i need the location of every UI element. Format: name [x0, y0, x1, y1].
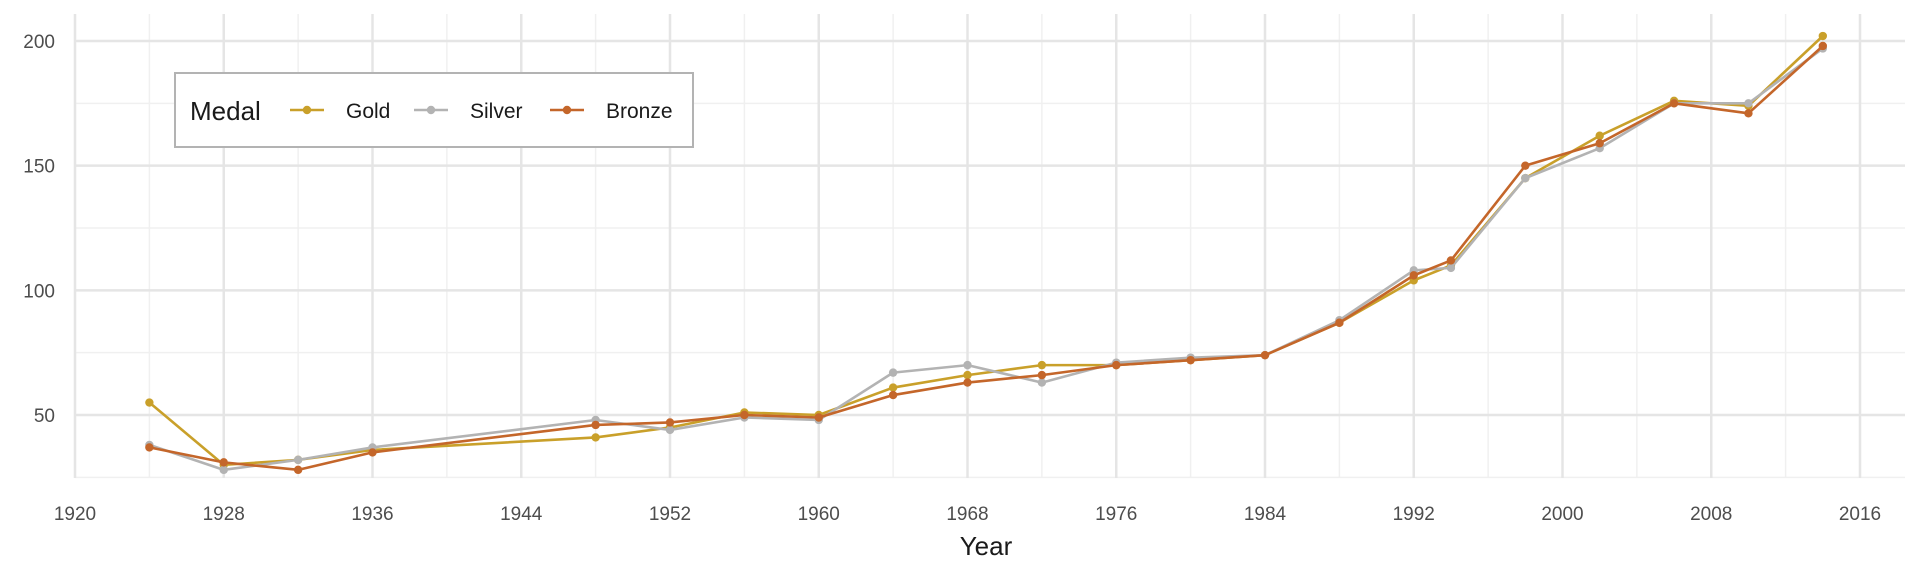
data-point-gold — [963, 370, 972, 380]
data-point-silver — [665, 425, 675, 435]
data-point-silver — [1037, 378, 1047, 387]
axis-layer: 1920 1928 1936 1944 1952 1960 1968 1976 1984 1992… — [23, 32, 1881, 525]
x-tick-label: 1976 — [1095, 504, 1137, 525]
y-tick-label: 150 — [23, 157, 55, 178]
series-bronze — [145, 41, 1828, 475]
data-point-silver — [1521, 173, 1530, 183]
data-point-silver — [888, 368, 898, 377]
data-point-bronze — [219, 458, 228, 467]
data-point-gold — [1595, 131, 1604, 140]
data-point-bronze — [1818, 41, 1828, 51]
data-point-bronze — [814, 413, 823, 422]
data-point-bronze — [1446, 256, 1456, 265]
legend-item-silver: Silver — [414, 100, 523, 123]
series-layer — [145, 31, 1828, 475]
data-point-silver — [219, 465, 228, 475]
data-point-bronze — [1335, 318, 1344, 327]
data-point-bronze — [963, 378, 972, 387]
x-tick-label: 1944 — [500, 504, 543, 525]
legend-items: Gold Silver Bronze — [290, 100, 673, 123]
y-tick-label: 100 — [23, 281, 55, 302]
data-point-gold — [145, 398, 154, 407]
legend-item-gold: Gold — [290, 100, 390, 123]
x-tick-label: 1928 — [203, 504, 245, 525]
x-tick-label: 2000 — [1541, 504, 1583, 525]
x-tick-label: 2016 — [1839, 504, 1881, 525]
y-tick-label: 200 — [23, 32, 55, 53]
data-point-gold — [1818, 31, 1828, 41]
data-point-silver — [1446, 263, 1456, 273]
grid-layer — [73, 14, 1905, 479]
y-tick-label: 50 — [34, 406, 55, 427]
data-point-gold — [591, 433, 600, 442]
data-point-bronze — [368, 448, 377, 457]
legend-label-silver: Silver — [470, 100, 523, 123]
data-point-bronze — [1260, 350, 1270, 360]
data-point-silver — [963, 360, 972, 370]
legend-key-point — [426, 105, 436, 115]
data-point-bronze — [1112, 360, 1121, 370]
legend-title: Medal — [190, 96, 261, 126]
x-tick-label: 1952 — [649, 504, 691, 525]
x-tick-label: 1960 — [798, 504, 840, 525]
data-point-bronze — [1521, 161, 1530, 170]
data-point-bronze — [1669, 99, 1679, 108]
x-tick-label: 1936 — [351, 504, 393, 525]
series-line-gold — [148, 35, 1824, 467]
x-tick-label: 2008 — [1690, 504, 1732, 525]
legend: Medal Gold Silver Bronze — [174, 72, 694, 148]
data-point-bronze — [1595, 139, 1604, 148]
x-tick-label: 1992 — [1393, 504, 1435, 525]
data-point-bronze — [145, 443, 154, 452]
data-point-bronze — [293, 465, 303, 475]
series-line-silver — [148, 47, 1824, 472]
data-point-silver — [293, 455, 303, 465]
data-point-bronze — [591, 420, 600, 430]
data-point-bronze — [665, 418, 675, 427]
legend-label-gold: Gold — [346, 100, 390, 123]
data-point-gold — [1037, 360, 1047, 370]
x-tick-label: 1984 — [1244, 504, 1287, 525]
x-tick-label: 1920 — [54, 504, 96, 525]
data-point-gold — [888, 383, 898, 392]
legend-key-point — [562, 105, 572, 115]
legend-label-bronze: Bronze — [606, 100, 673, 123]
series-line-bronze — [149, 45, 1824, 472]
legend-item-bronze: Bronze — [550, 100, 673, 123]
data-point-bronze — [1186, 355, 1195, 365]
data-point-bronze — [1037, 370, 1047, 380]
data-point-bronze — [1744, 109, 1753, 118]
data-point-bronze — [1409, 271, 1418, 280]
x-tick-label: 1968 — [946, 504, 988, 525]
legend-key-point — [302, 105, 312, 115]
x-axis-title: Year — [960, 531, 1013, 561]
data-point-bronze — [740, 410, 749, 420]
data-point-silver — [1744, 99, 1753, 108]
data-point-bronze — [888, 390, 898, 400]
